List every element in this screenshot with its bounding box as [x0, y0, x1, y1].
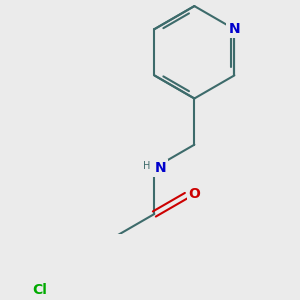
- Text: O: O: [189, 187, 201, 201]
- Text: N: N: [154, 161, 166, 175]
- Text: N: N: [229, 22, 240, 36]
- Text: Cl: Cl: [32, 283, 47, 297]
- Text: H: H: [143, 161, 151, 171]
